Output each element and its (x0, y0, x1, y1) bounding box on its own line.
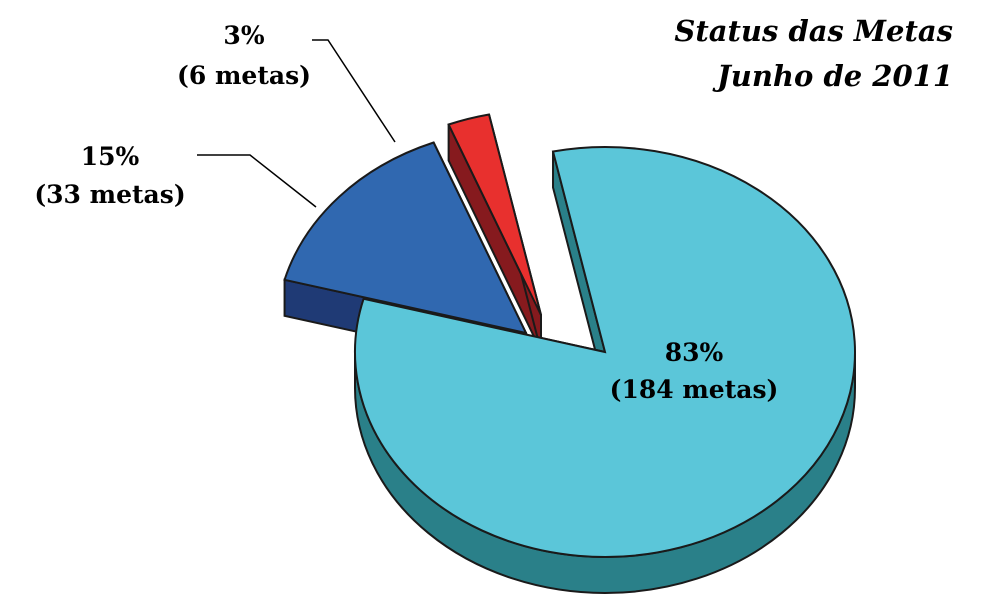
slice-0-percent-label: 83% (665, 338, 724, 367)
pie-slice-2 (447, 113, 542, 316)
labels-layer: 83% (184 metas) 15% (33 metas) 3% (6 metas) (34, 21, 778, 404)
chart-title-line-2: Junho de 2011 (712, 59, 953, 93)
slice-0-count-label: (184 metas) (610, 375, 779, 404)
pie-slice-0 (354, 146, 856, 559)
leader-line-1 (197, 154, 317, 208)
slice-2-count-label: (6 metas) (177, 61, 311, 90)
slice-2-percent-label: 3% (223, 21, 264, 50)
slice-1-count-label: (33 metas) (34, 180, 185, 209)
slice-1-percent-label: 15% (81, 142, 140, 171)
leader-line-2 (312, 39, 396, 143)
chart-title-line-1: Status das Metas (674, 14, 953, 48)
leader-lines (197, 39, 396, 208)
pie-slice-1 (283, 141, 528, 335)
slices-layer (283, 113, 856, 594)
